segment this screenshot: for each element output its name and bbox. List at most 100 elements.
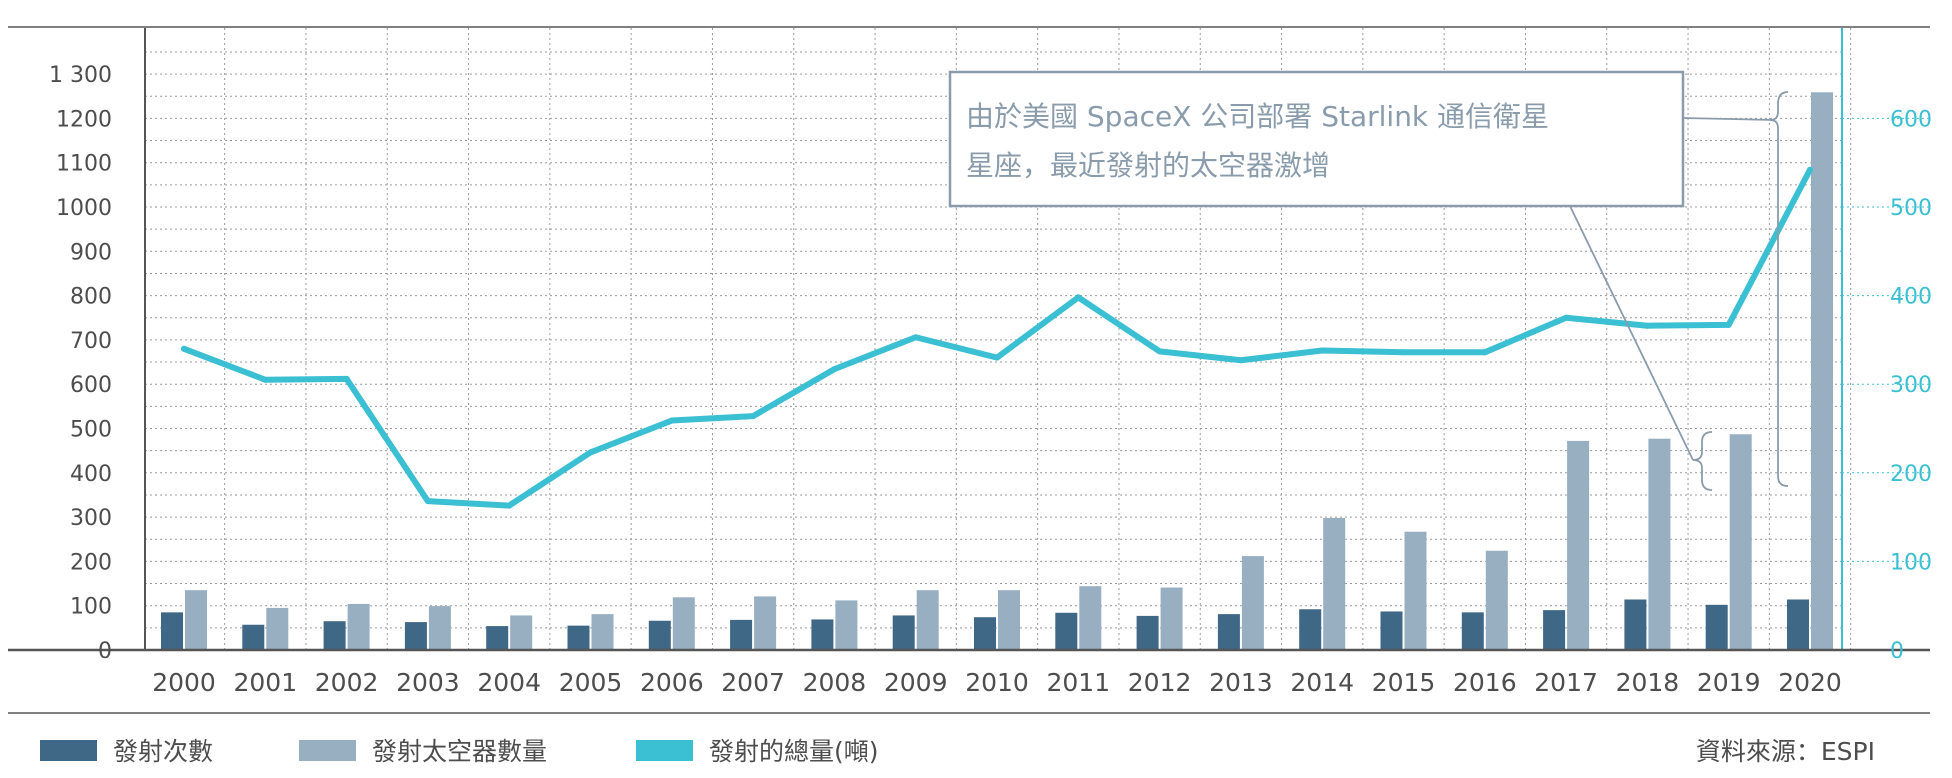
bar-spacecraft-2005 — [592, 614, 614, 650]
right-tick-label: 600 — [1890, 107, 1932, 132]
x-tick-label-2016: 2016 — [1453, 668, 1517, 697]
left-tick-label: 700 — [70, 329, 112, 354]
left-tick-label: 1 300 — [49, 63, 112, 88]
x-tick-label-2017: 2017 — [1534, 668, 1598, 697]
bar-launches-2009 — [893, 615, 915, 650]
x-tick-label-2003: 2003 — [396, 668, 460, 697]
right-tick-label: 500 — [1890, 196, 1932, 221]
bar-launches-2002 — [324, 621, 346, 650]
x-tick-label-2008: 2008 — [803, 668, 867, 697]
left-tick-label: 1000 — [56, 196, 112, 221]
point-mass-2006 — [669, 418, 675, 424]
right-tick-label: 300 — [1890, 373, 1932, 398]
left-tick-label: 500 — [70, 418, 112, 443]
bar-spacecraft-2013 — [1242, 556, 1264, 650]
point-mass-2012 — [1157, 348, 1163, 354]
legend-swatch-launches — [40, 740, 97, 761]
legend-label-mass: 發射的總量(噸) — [709, 737, 879, 766]
x-tick-label-2002: 2002 — [315, 668, 379, 697]
x-tick-label-2018: 2018 — [1616, 668, 1680, 697]
x-tick-label-2019: 2019 — [1697, 668, 1761, 697]
left-tick-label: 1100 — [56, 152, 112, 177]
bar-launches-2008 — [811, 619, 833, 650]
x-tick-label-2007: 2007 — [721, 668, 785, 697]
x-tick-label-2015: 2015 — [1372, 668, 1436, 697]
bar-spacecraft-2007 — [754, 596, 776, 650]
source-note: 資料來源：ESPI — [1696, 737, 1875, 766]
left-tick-label: 100 — [70, 595, 112, 620]
bar-spacecraft-2020 — [1811, 92, 1833, 650]
right-tick-label: 100 — [1890, 550, 1932, 575]
bar-spacecraft-2014 — [1323, 518, 1345, 650]
annotation-brace-2020 — [1770, 92, 1788, 486]
right-axis-ticks: 0100200300400500600 — [1890, 107, 1932, 664]
point-mass-2013 — [1238, 357, 1244, 363]
bar-launches-2003 — [405, 622, 427, 650]
x-tick-label-2004: 2004 — [477, 668, 541, 697]
bar-launches-2000 — [161, 612, 183, 650]
x-axis-ticks: 2000200120022003200420052006200720082009… — [152, 668, 1842, 697]
bar-spacecraft-2001 — [266, 608, 288, 650]
left-tick-label: 200 — [70, 550, 112, 575]
annotation-box — [950, 72, 1683, 206]
point-mass-2005 — [588, 449, 594, 455]
x-tick-label-2006: 2006 — [640, 668, 704, 697]
right-tick-label: 0 — [1890, 639, 1904, 664]
bar-spacecraft-2008 — [835, 600, 857, 650]
point-mass-2009 — [913, 334, 919, 340]
point-mass-2016 — [1482, 349, 1488, 355]
bar-launches-2011 — [1055, 613, 1077, 650]
legend-swatch-mass — [636, 740, 693, 761]
annotation-line-2: 星座，最近發射的太空器激增 — [966, 149, 1330, 182]
annotation-connector-2017-2019 — [1570, 206, 1693, 460]
bar-launches-2013 — [1218, 614, 1240, 650]
annotation-brace-2017-2019 — [1693, 432, 1712, 490]
point-mass-2019 — [1726, 322, 1732, 328]
line-total-mass — [184, 170, 1810, 506]
bar-launches-2015 — [1381, 611, 1403, 650]
left-axis-ticks: 0100200300400500600700800900100011001200… — [49, 63, 112, 664]
left-tick-label: 1200 — [56, 107, 112, 132]
right-axis-grid — [1842, 118, 1930, 561]
x-tick-label-2020: 2020 — [1778, 668, 1842, 697]
bar-launches-2020 — [1787, 599, 1809, 650]
point-mass-2015 — [1401, 349, 1407, 355]
bar-spacecraft-2015 — [1405, 532, 1427, 650]
point-mass-2001 — [262, 377, 268, 383]
bar-launches-2017 — [1543, 610, 1565, 650]
bar-launches-2005 — [568, 626, 590, 650]
bar-spacecraft-2016 — [1486, 551, 1508, 650]
left-tick-label: 300 — [70, 506, 112, 531]
x-tick-label-2000: 2000 — [152, 668, 216, 697]
bar-spacecraft-2011 — [1079, 586, 1101, 650]
left-tick-label: 800 — [70, 285, 112, 310]
x-tick-label-2011: 2011 — [1046, 668, 1110, 697]
bar-launches-2004 — [486, 626, 508, 650]
bar-launches-2001 — [242, 625, 264, 650]
x-tick-label-2005: 2005 — [559, 668, 623, 697]
annotation-line-1: 由於美國 SpaceX 公司部署 Starlink 通信衛星 — [966, 100, 1549, 133]
annotation: 由於美國 SpaceX 公司部署 Starlink 通信衛星 星座，最近發射的太… — [950, 72, 1788, 490]
bar-spacecraft-2012 — [1161, 588, 1183, 650]
left-tick-label: 600 — [70, 373, 112, 398]
x-tick-label-2013: 2013 — [1209, 668, 1273, 697]
point-mass-2010 — [994, 355, 1000, 361]
point-mass-2020 — [1807, 167, 1813, 173]
point-mass-2011 — [1075, 294, 1081, 300]
bar-spacecraft-2004 — [510, 615, 532, 650]
bar-spacecraft-2019 — [1730, 434, 1752, 650]
point-mass-2002 — [344, 376, 350, 382]
legend-swatch-spacecraft — [299, 740, 356, 761]
right-tick-label: 400 — [1890, 285, 1932, 310]
bar-launches-2014 — [1299, 609, 1321, 650]
point-mass-2014 — [1319, 348, 1325, 354]
bar-spacecraft-2018 — [1648, 439, 1670, 650]
point-mass-2017 — [1563, 315, 1569, 321]
bar-launches-2016 — [1462, 612, 1484, 650]
legend-label-spacecraft: 發射太空器數量 — [372, 737, 547, 766]
point-mass-2007 — [750, 413, 756, 419]
bar-spacecraft-2009 — [917, 590, 939, 650]
x-tick-label-2009: 2009 — [884, 668, 948, 697]
bar-spacecraft-2017 — [1567, 441, 1589, 650]
